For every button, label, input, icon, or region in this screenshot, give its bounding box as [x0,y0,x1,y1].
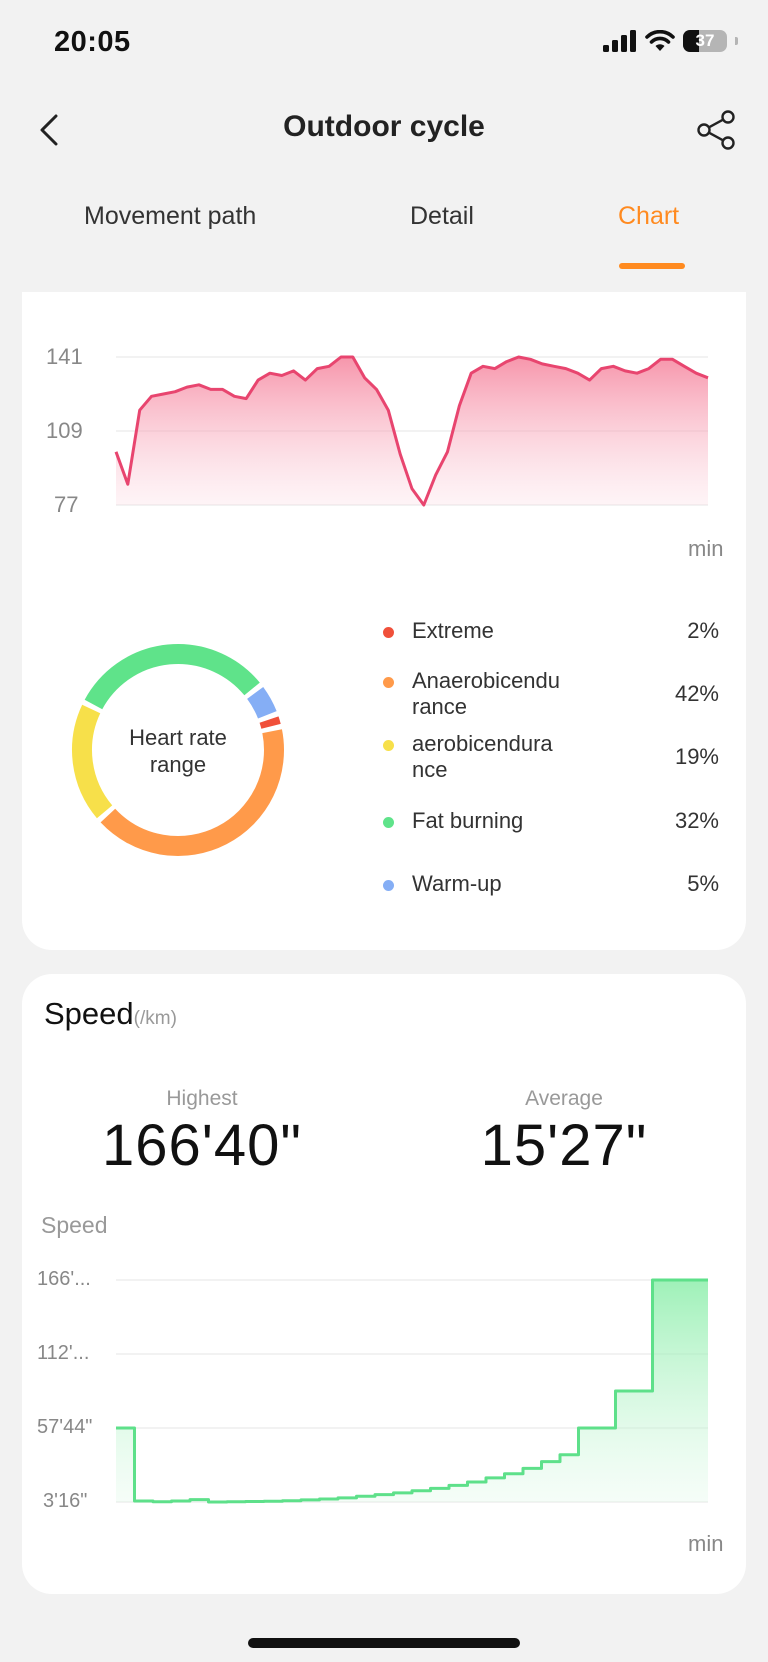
tab-movement-path[interactable]: Movement path [84,202,257,230]
legend-label: Extreme [412,618,494,643]
donut-center-label: Heart rate range [129,725,227,777]
tab-chart[interactable]: Chart [618,202,680,230]
speed-y-tick-1: 112'... [37,1342,90,1364]
donut-slice-extreme [259,716,281,729]
speed-chart-title: Speed [41,1212,108,1238]
tab-detail[interactable]: Detail [410,202,474,230]
battery-icon: 37 [683,30,727,52]
speed-area [116,1280,708,1502]
speed-y-tick-2: 57'44" [37,1416,93,1438]
hr-y-tick-109: 109 [46,418,83,443]
heart-rate-range-donut [72,644,284,856]
legend-item-extreme: Extreme 2% [383,618,719,644]
page-title: Outdoor cycle [283,110,485,143]
legend-label: aerobicendurance [412,731,553,782]
cellular-signal-icon [603,30,636,52]
legend-label: Fat burning [412,808,524,833]
legend-dot [383,817,394,828]
status-icons: 37 [603,30,738,52]
speed-y-tick-3: 3'16" [43,1490,88,1512]
speed-y-tick-0: 166'... [37,1268,91,1290]
heart-rate-chart [114,355,709,507]
speed-line [116,1278,708,1504]
battery-nub [735,37,738,45]
speed-unit: (/km) [133,1008,177,1029]
hr-area [116,357,708,505]
status-time: 20:05 [54,26,131,58]
legend-item-aerobic: aerobicendurance 19% [383,731,719,783]
speed-x-unit: min [688,1531,724,1556]
legend-label: Anaerobicendurance [412,668,561,719]
speed-chart [116,1278,708,1504]
donut-slice-fat-burning [84,644,260,710]
legend-item-fat-burning: Fat burning 32% [383,808,719,834]
legend-percent: 19% [674,744,719,769]
hr-x-unit: min [688,536,724,561]
donut-slice-aerobicendurance [72,704,113,819]
share-button[interactable] [694,108,738,152]
average-label: Average [525,1087,603,1110]
highest-label: Highest [166,1087,238,1110]
legend-percent: 5% [687,871,719,896]
hr-line [114,355,709,507]
legend-dot [383,740,394,751]
legend-item-warm-up: Warm-up 5% [383,871,719,897]
legend-dot [383,880,394,891]
battery-level: 37 [695,31,715,50]
hr-y-tick-141: 141 [46,344,83,369]
back-button[interactable] [30,110,70,150]
legend-dot [383,627,394,638]
legend-label: Warm-up [412,871,502,896]
average-value: 15'27" [480,1113,648,1178]
share-icon [697,110,735,150]
highest-value: 166'40" [102,1113,302,1178]
speed-title-text: Speed [44,996,134,1031]
legend-item-anaerobic: Anaerobicendurance 42% [383,668,719,720]
chevron-left-icon [40,114,58,146]
wifi-icon [645,30,675,51]
donut-slice-anaerobicendurance [100,729,284,856]
tab-active-indicator [619,263,685,269]
hr-y-tick-77: 77 [54,492,79,517]
legend-dot [383,677,394,688]
legend-percent: 2% [687,618,719,643]
home-indicator [248,1638,520,1648]
donut-slice-warm-up [246,686,277,719]
legend-percent: 32% [674,808,719,833]
legend-percent: 42% [674,681,719,706]
battery-fill [683,30,700,52]
speed-title: Speed(/km) [44,996,177,1032]
